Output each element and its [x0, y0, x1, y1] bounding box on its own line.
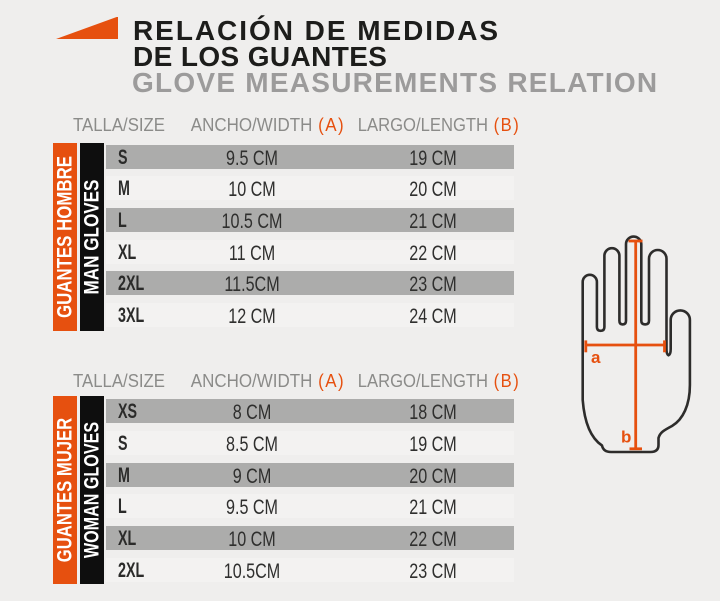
svg-text:a: a: [591, 348, 601, 367]
svg-text:b: b: [621, 428, 631, 447]
